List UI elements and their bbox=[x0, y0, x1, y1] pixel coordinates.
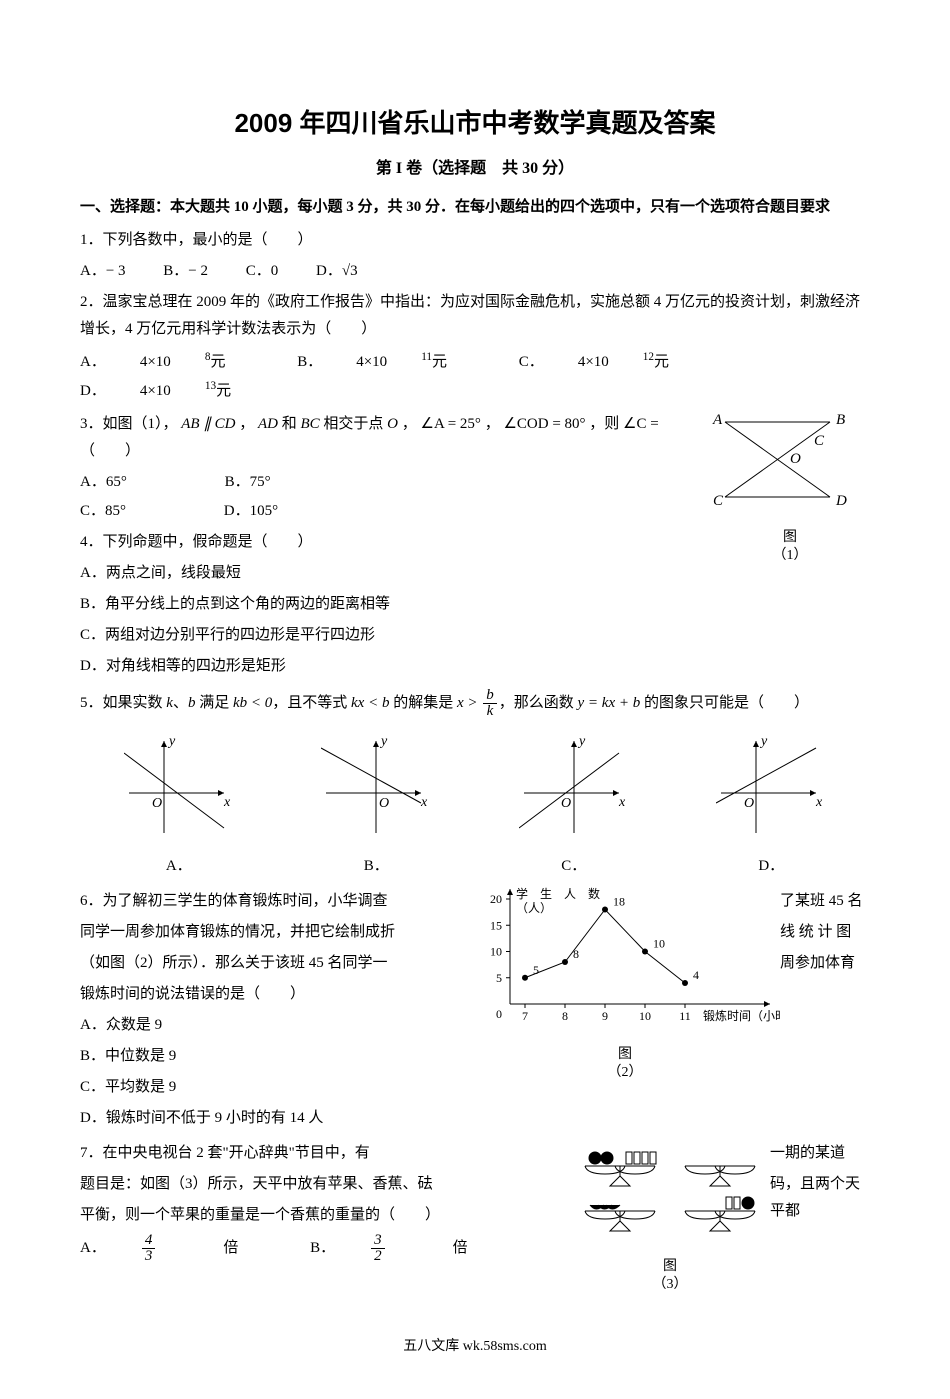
q5-stem: 5．如果实数 k、b 满足 kb < 0，且不等式 kx < b 的解集是 x … bbox=[80, 688, 870, 719]
fig1-lbl-D: D bbox=[835, 493, 847, 509]
svg-text:O: O bbox=[379, 796, 389, 811]
svg-text:O: O bbox=[744, 796, 754, 811]
q5-graph-row: x y O A． x y O B． bbox=[80, 733, 870, 880]
fig3-caption: 图（3） bbox=[570, 1258, 770, 1294]
q7-line3: 平衡，则一个苹果的重量是一个香蕉的重量的（ ） bbox=[80, 1202, 550, 1229]
svg-text:学 生 人 数: 学 生 人 数 bbox=[516, 886, 600, 901]
figure-3 bbox=[570, 1136, 770, 1246]
svg-text:x: x bbox=[223, 795, 231, 810]
exam-title: 2009 年四川省乐山市中考数学真题及答案 bbox=[80, 100, 870, 147]
fig1-lbl-Cbl: C bbox=[713, 493, 724, 509]
svg-text:7: 7 bbox=[522, 1009, 528, 1023]
q6-r1: 了某班 45 名 bbox=[780, 888, 870, 915]
q7-line2: 题目是：如图（3）所示，天平中放有苹果、香蕉、砝 bbox=[80, 1171, 550, 1198]
fig1-lbl-B: B bbox=[836, 412, 845, 428]
svg-text:10: 10 bbox=[653, 936, 665, 950]
q4-C: C．两组对边分别平行的四边形是平行四边形 bbox=[80, 622, 690, 649]
q6-r2: 线 统 计 图 bbox=[780, 919, 870, 946]
svg-text:5: 5 bbox=[533, 962, 539, 976]
q7-options: A．43 倍 B．32 倍 bbox=[80, 1233, 550, 1264]
q5-label-C: C． bbox=[519, 853, 629, 880]
svg-text:18: 18 bbox=[613, 894, 625, 908]
fig1-lbl-Ctr: C bbox=[814, 433, 825, 449]
q3-A: A．65° bbox=[80, 469, 127, 496]
svg-text:5: 5 bbox=[496, 970, 502, 984]
svg-text:O: O bbox=[152, 796, 162, 811]
svg-text:20: 20 bbox=[490, 892, 502, 906]
q6-B: B．中位数是 9 bbox=[80, 1043, 450, 1070]
q2-C: C．4×1012 元 bbox=[519, 347, 703, 376]
svg-text:x: x bbox=[815, 795, 823, 810]
q4-B: B．角平分线上的点到这个角的两边的距离相等 bbox=[80, 591, 690, 618]
page-footer: 五八文库 wk.58sms.com bbox=[80, 1334, 870, 1359]
q1-C: C．0 bbox=[246, 258, 279, 285]
q7-A: A．43 倍 bbox=[80, 1233, 272, 1264]
q4-stem: 4．下列命题中，假命题是（ ） bbox=[80, 529, 690, 556]
fig2-caption: 图（2） bbox=[470, 1046, 780, 1082]
q7-line1: 7．在中央电视台 2 套"开心辞典"节目中，有 bbox=[80, 1140, 550, 1167]
svg-text:10: 10 bbox=[639, 1009, 651, 1023]
svg-text:8: 8 bbox=[573, 947, 579, 961]
exam-subtitle: 第 I 卷（选择题 共 30 分） bbox=[80, 155, 870, 184]
svg-text:y: y bbox=[167, 734, 176, 749]
q4-A: A．两点之间，线段最短 bbox=[80, 560, 690, 587]
svg-text:（人）: （人） bbox=[516, 901, 552, 915]
fig1-lbl-O: O bbox=[790, 451, 801, 467]
q6-line2: 同学一周参加体育锻炼的情况，并把它绘制成折 bbox=[80, 919, 450, 946]
q1-options: A．− 3 B．− 2 C．0 D．√3 bbox=[80, 258, 870, 285]
q5-label-B: B． bbox=[321, 853, 431, 880]
q6-line3: （如图（2）所示）．那么关于该班 45 名同学一 bbox=[80, 950, 450, 977]
q6-line4: 锻炼时间的说法错误的是（ ） bbox=[80, 981, 450, 1008]
q1-B: B．− 2 bbox=[163, 258, 208, 285]
q5-label-A: A． bbox=[124, 853, 234, 880]
q3-options1: A．65° B．75° bbox=[80, 469, 690, 496]
q1-stem: 1．下列各数中，最小的是（ ） bbox=[80, 227, 870, 254]
svg-text:0: 0 bbox=[496, 1007, 502, 1021]
q5-graph-A: x y O bbox=[124, 733, 234, 843]
q3-D: D．105° bbox=[224, 498, 278, 525]
q2-B: B．4×1011 元 bbox=[297, 347, 481, 376]
q2-options: A．4×108 元 B．4×1011 元 C．4×1012 元 D．4×1013… bbox=[80, 347, 870, 405]
q6-line1: 6．为了解初三学生的体育锻炼时间，小华调查 bbox=[80, 888, 450, 915]
svg-text:x: x bbox=[420, 795, 428, 810]
q5-graph-C: x y O bbox=[519, 733, 629, 843]
figure-2-chart: 5 10 15 20 7 8 9 10 11 0 5 8 18 10 4 学 生 人 数（人） 锻炼时间（小时） bbox=[470, 884, 780, 1034]
q6-r3: 周参加体育 bbox=[780, 950, 870, 977]
fig1-lbl-A: A bbox=[712, 412, 723, 428]
q5-label-D: D． bbox=[716, 853, 826, 880]
q3-B: B．75° bbox=[225, 469, 271, 496]
figure-1: A B C O C D bbox=[710, 407, 860, 517]
q2-A: A．4×108 元 bbox=[80, 347, 259, 376]
q5-graph-B: x y O bbox=[321, 733, 431, 843]
svg-text:8: 8 bbox=[562, 1009, 568, 1023]
svg-text:9: 9 bbox=[602, 1009, 608, 1023]
q7-r2: 码，且两个天平都 bbox=[770, 1171, 870, 1225]
q6-D: D．锻炼时间不低于 9 小时的有 14 人 bbox=[80, 1105, 450, 1132]
q6-C: C．平均数是 9 bbox=[80, 1074, 450, 1101]
svg-text:4: 4 bbox=[693, 968, 699, 982]
q3-C: C．85° bbox=[80, 498, 126, 525]
q2-D: D．4×1013 元 bbox=[80, 376, 265, 405]
svg-text:锻炼时间（小时）: 锻炼时间（小时） bbox=[703, 1008, 780, 1023]
q7-r1: 一期的某道 bbox=[770, 1140, 870, 1167]
q3-options2: C．85° D．105° bbox=[80, 498, 690, 525]
q2-stem: 2．温家宝总理在 2009 年的《政府工作报告》中指出：为应对国际金融危机，实施… bbox=[80, 289, 870, 343]
svg-text:10: 10 bbox=[490, 944, 502, 958]
q1-D: D．√3 bbox=[316, 258, 358, 285]
q7-B: B．32 倍 bbox=[310, 1233, 502, 1264]
svg-text:11: 11 bbox=[679, 1009, 691, 1023]
q4-D: D．对角线相等的四边形是矩形 bbox=[80, 653, 690, 680]
svg-text:y: y bbox=[759, 734, 768, 749]
fig1-caption: 图（1） bbox=[710, 529, 870, 565]
q1-A: A．− 3 bbox=[80, 258, 126, 285]
section-heading: 一、选择题：本大题共 10 小题，每小题 3 分，共 30 分．在每小题给出的四… bbox=[80, 194, 870, 221]
svg-text:x: x bbox=[618, 795, 626, 810]
svg-text:y: y bbox=[379, 734, 388, 749]
q3-stem: 3．如图（1）， AB ∥ CD ， AD 和 BC 相交于点 O ， ∠A =… bbox=[80, 411, 690, 465]
q5-graph-D: x y O bbox=[716, 733, 826, 843]
svg-text:O: O bbox=[561, 796, 571, 811]
svg-text:15: 15 bbox=[490, 918, 502, 932]
svg-text:y: y bbox=[577, 734, 586, 749]
q6-A: A．众数是 9 bbox=[80, 1012, 450, 1039]
